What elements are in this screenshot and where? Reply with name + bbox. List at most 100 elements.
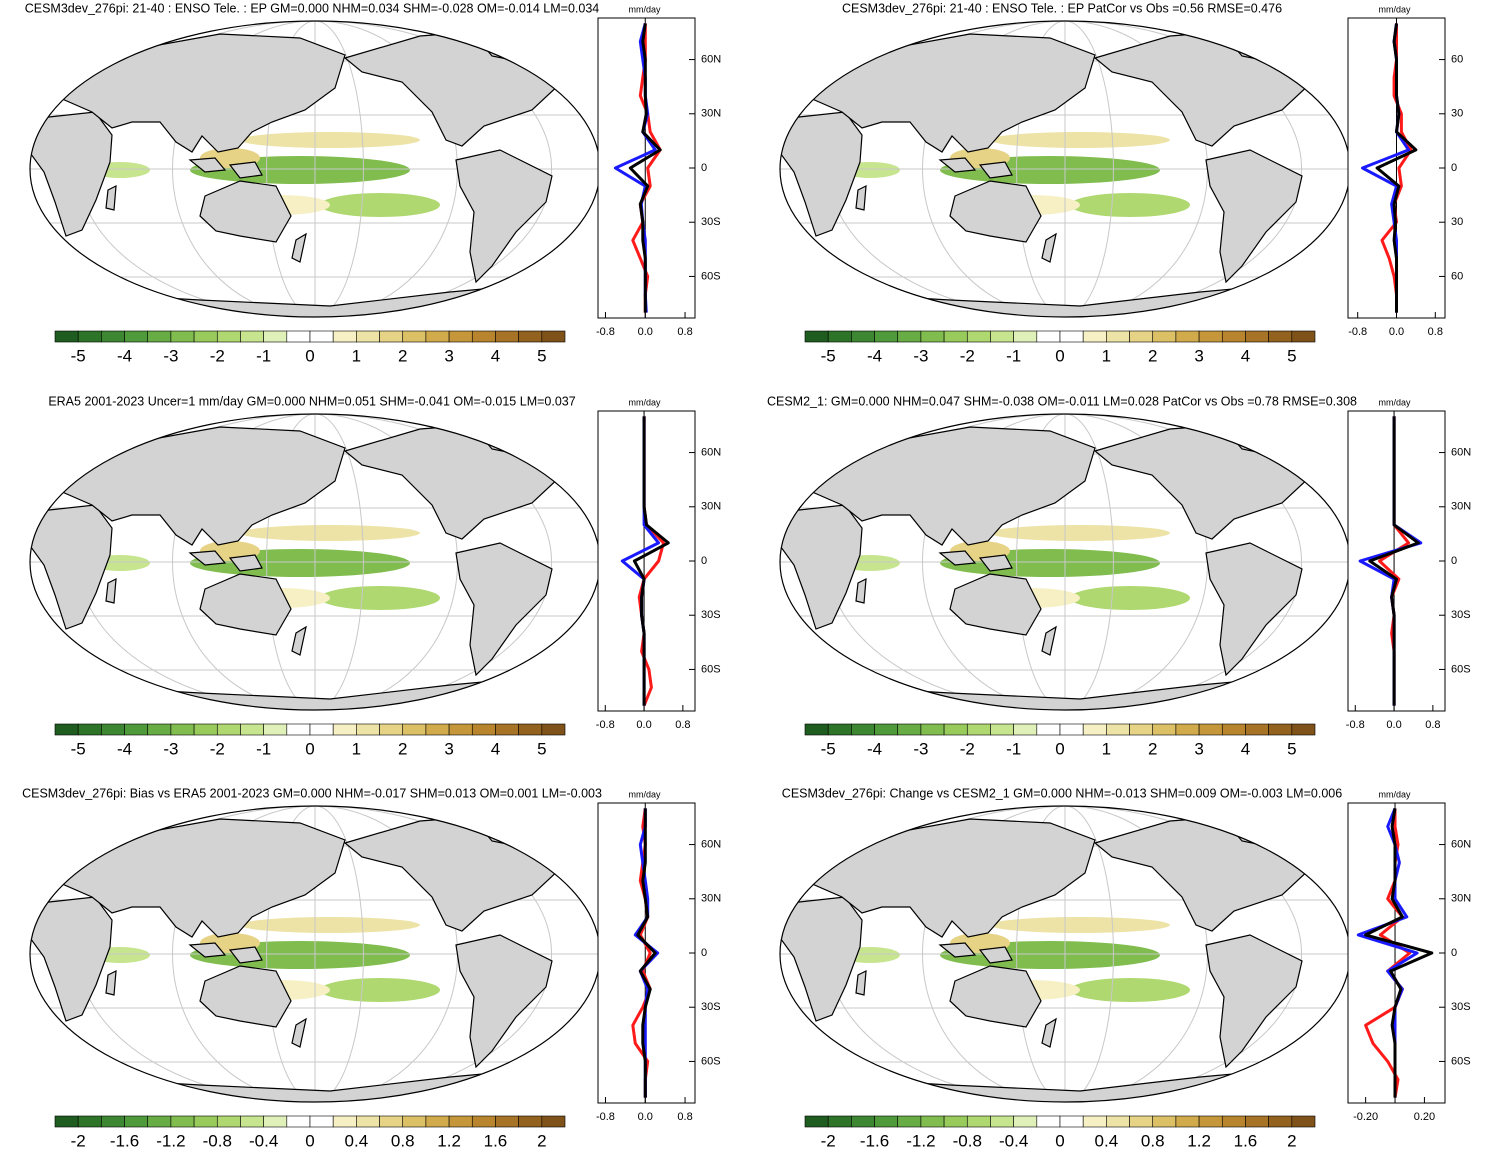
colorbar-box [541, 1115, 566, 1128]
panel-title: CESM3dev_276pi: Bias vs ERA5 2001-2023 G… [22, 786, 602, 800]
y-tick-label: 60N [701, 53, 721, 65]
x-tick-label: -0.8 [596, 1111, 615, 1123]
colorbar-box [966, 1115, 991, 1128]
colorbar-box [332, 330, 357, 343]
land [808, 426, 1096, 546]
colorbar-box [1175, 330, 1200, 343]
x-tick-label: 0.0 [1386, 719, 1401, 731]
colorbar-box [216, 1115, 241, 1128]
colorbar-box [1106, 723, 1130, 736]
colorbar-label: -5 [821, 346, 836, 365]
colorbar-box [1245, 330, 1269, 343]
unit-label: mm/day [1378, 4, 1411, 14]
colorbar-box [240, 723, 264, 736]
colorbar-box [851, 1115, 875, 1128]
x-tick-label: 0.0 [636, 719, 651, 731]
land [58, 33, 346, 153]
y-tick-label: 60S [1451, 663, 1471, 675]
y-tick-label: 30S [701, 1001, 721, 1013]
panel-title: CESM3dev_276pi: Change vs CESM2_1 GM=0.0… [782, 786, 1342, 800]
colorbar-box [1059, 330, 1084, 343]
precip-pattern [320, 193, 440, 217]
colorbar-box [1291, 330, 1316, 343]
precip-pattern [320, 586, 440, 610]
colorbar-box [77, 1115, 102, 1128]
y-tick-label: 60N [701, 446, 721, 458]
y-tick-label: 30N [701, 501, 721, 513]
colorbar-box [1198, 1115, 1223, 1128]
colorbar-label: 4 [491, 739, 500, 758]
colorbar-box [101, 1115, 125, 1128]
land [455, 934, 553, 1069]
precip-pattern [1070, 978, 1190, 1002]
colorbar-label: 3 [1194, 346, 1203, 365]
colorbar-label: 5 [1287, 346, 1296, 365]
colorbar-box [332, 723, 357, 736]
colorbar-box [1013, 1115, 1038, 1128]
colorbar-box [216, 723, 241, 736]
colorbar-label: -1.2 [156, 1131, 185, 1150]
colorbar-box [147, 330, 172, 343]
colorbar-box [1268, 330, 1293, 343]
colorbar-label: -0.4 [249, 1131, 278, 1150]
profile-line [628, 23, 662, 313]
y-tick-label: 60 [1451, 53, 1463, 65]
colorbar-box [966, 330, 991, 343]
land [780, 504, 863, 630]
colorbar-box [1221, 1115, 1246, 1128]
profile-line [1380, 23, 1413, 313]
colorbar-box [897, 330, 922, 343]
colorbar-label: 4 [1241, 739, 1250, 758]
land [938, 157, 1013, 179]
land [808, 33, 1096, 153]
panel: CESM2_1: GM=0.000 NHM=0.047 SHM=-0.038 O… [767, 394, 1471, 758]
colorbar-box [1291, 1115, 1316, 1128]
colorbar-label: -3 [163, 346, 178, 365]
panel-title: CESM2_1: GM=0.000 NHM=0.047 SHM=-0.038 O… [767, 394, 1357, 408]
land [1205, 542, 1303, 677]
colorbar-label: 1.6 [1234, 1131, 1258, 1150]
colorbar-box [263, 330, 288, 343]
colorbar-label: 2 [398, 346, 407, 365]
land [188, 942, 263, 964]
colorbar-label: 3 [1194, 739, 1203, 758]
colorbar-label: 1 [352, 739, 361, 758]
colorbar-label: -0.8 [203, 1131, 232, 1150]
land [780, 111, 863, 237]
land [938, 550, 1013, 572]
colorbar-box [827, 1115, 852, 1128]
colorbar-box [897, 1115, 922, 1128]
colorbar-box [216, 330, 241, 343]
profile-line [636, 808, 657, 1098]
colorbar-label: 5 [537, 739, 546, 758]
land [188, 550, 263, 572]
panel: ERA5 2001-2023 Uncer=1 mm/day GM=0.000 N… [29, 394, 721, 758]
colorbar-label: -4 [117, 346, 132, 365]
colorbar-label: 1.2 [437, 1131, 461, 1150]
colorbar-box [943, 723, 968, 736]
x-tick-label: 0.20 [1414, 1111, 1435, 1123]
colorbar-box [402, 723, 427, 736]
colorbar-label: 2 [1148, 739, 1157, 758]
map-meridian [266, 414, 364, 710]
land [58, 426, 346, 546]
precip-pattern [1070, 193, 1190, 217]
precip-pattern [240, 132, 420, 148]
colorbar-label: 0.4 [1095, 1131, 1119, 1150]
colorbar-label: -2 [71, 1131, 86, 1150]
colorbar-box [943, 1115, 968, 1128]
colorbar-box [1152, 723, 1177, 736]
colorbar-box [827, 330, 852, 343]
x-tick-label: -0.8 [596, 326, 615, 338]
colorbar-box [309, 330, 334, 343]
x-tick-label: 0.8 [1425, 719, 1440, 731]
colorbar-box [170, 723, 195, 736]
unit-label: mm/day [1378, 397, 1411, 407]
precip-pattern [240, 525, 420, 541]
x-tick-label: 0.0 [1389, 326, 1404, 338]
y-tick-label: 0 [701, 162, 707, 174]
colorbar-box [1268, 723, 1293, 736]
colorbar-label: 0 [305, 739, 314, 758]
